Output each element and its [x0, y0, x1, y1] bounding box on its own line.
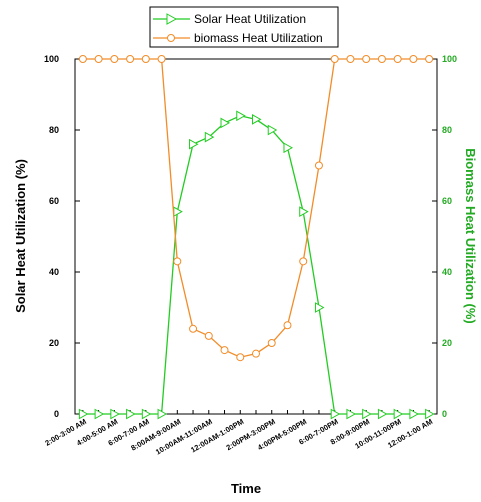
biomass-series-line: [82, 58, 430, 358]
solar-data-point: [425, 408, 435, 420]
solar-data-point: [78, 408, 89, 420]
biomass-data-point: [267, 339, 276, 347]
biomass-data-point: [330, 55, 339, 63]
biomass-data-point: [252, 349, 260, 358]
legend-box: [149, 6, 339, 48]
biomass-data-point: [346, 55, 355, 63]
biomass-data-point: [425, 55, 434, 63]
solar-data-point: [94, 408, 105, 420]
biomass-data-point: [236, 353, 245, 362]
biomass-data-point: [299, 257, 308, 266]
biomass-data-point: [314, 161, 323, 170]
solar-data-point: [314, 302, 325, 313]
solar-data-point: [110, 408, 120, 420]
solar-data-point: [346, 408, 356, 420]
solar-data-point: [267, 124, 278, 136]
solar-data-point: [252, 113, 262, 125]
solar-data-point: [362, 408, 372, 420]
biomass-data-point: [377, 55, 386, 63]
biomass-data-point: [78, 55, 87, 63]
plot-frame: [74, 58, 438, 415]
solar-data-point: [204, 131, 215, 143]
y-right-tick-label: 80: [442, 125, 452, 135]
y-left-tick-label: 0: [54, 409, 59, 419]
biomass-data-point: [283, 321, 292, 330]
solar-data-point: [126, 408, 136, 420]
biomass-data-point: [94, 55, 103, 63]
y-right-tick-label: 60: [442, 196, 452, 206]
y-right-tick-label: 0: [442, 409, 447, 419]
y-left-tick-label: 60: [49, 196, 59, 206]
biomass-data-point: [204, 331, 213, 340]
y-axis-right-title: Biomass Heat Utilization (%): [463, 148, 478, 324]
solar-data-point: [283, 142, 293, 154]
legend-biomass-marker: [167, 34, 175, 42]
solar-data-point: [299, 206, 309, 218]
solar-data-point: [393, 408, 404, 420]
y-left-tick-label: 80: [49, 125, 59, 135]
left-axis: 0 20 40 60 80 100: [44, 54, 80, 419]
legend-biomass-label: biomass Heat Utilization: [194, 31, 323, 45]
legend-solar-label: Solar Heat Utilization: [194, 12, 306, 26]
biomass-data-point: [362, 55, 371, 63]
biomass-data-point: [189, 324, 198, 333]
solar-data-point: [236, 110, 246, 122]
y-axis-left-title: Solar Heat Utilization (%): [13, 159, 28, 313]
y-right-tick-label: 20: [442, 338, 452, 348]
y-right-tick-label: 100: [442, 54, 457, 64]
y-right-tick-label: 40: [442, 267, 452, 277]
y-left-tick-label: 20: [49, 338, 59, 348]
solar-data-point: [377, 408, 388, 420]
biomass-data-point: [110, 55, 119, 63]
biomass-data-point: [141, 55, 150, 63]
biomass-data-point: [393, 55, 402, 63]
y-left-tick-label: 40: [49, 267, 59, 277]
solar-data-point: [409, 408, 419, 420]
legend-solar-marker: [166, 13, 178, 25]
solar-data-point: [157, 408, 168, 420]
biomass-data-point: [409, 55, 418, 63]
solar-series-line: [82, 115, 430, 415]
series-layer: [78, 55, 435, 420]
biomass-data-point: [157, 55, 166, 63]
solar-data-point: [330, 408, 341, 420]
biomass-data-point: [173, 257, 182, 266]
solar-data-point: [220, 117, 231, 129]
x-axis-title: Time: [231, 481, 261, 496]
solar-data-point: [189, 138, 199, 150]
x-axis: 2:00-3:00 AM4:00-5:00 AM6:00-7:00 AM8:00…: [44, 410, 434, 457]
solar-data-point: [141, 408, 152, 420]
right-axis: 0 20 40 60 80 100: [432, 54, 457, 419]
biomass-data-point: [126, 55, 135, 63]
biomass-data-point: [220, 346, 229, 355]
y-left-tick-label: 100: [44, 54, 59, 64]
legend: Solar Heat Utilization biomass Heat Util…: [149, 6, 339, 48]
